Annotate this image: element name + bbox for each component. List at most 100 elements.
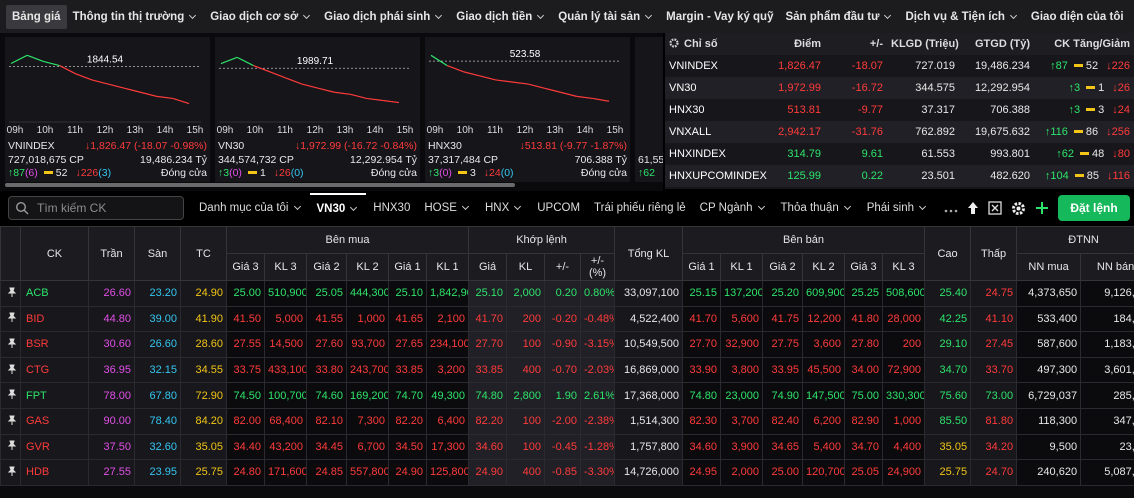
index-row[interactable]: HNX30 513.81 -9.77 37.317 706.388 ↑3 3 ↓24 <box>665 99 1134 121</box>
ask-vol-1: 3,900 <box>720 433 764 461</box>
stock-row[interactable]: GAS 90.00 78.40 84.20 82.00 68,400 82.10 7,300 8… <box>0 407 1134 435</box>
pin-cell[interactable] <box>0 459 21 486</box>
bid-vol-1: 2,100 <box>426 305 469 333</box>
chart-svg: 1989.71 09h 10h 11h 12h 13h 14h 15h <box>217 56 414 136</box>
ask-price-2: 33.95 <box>762 356 804 384</box>
pin-icon[interactable] <box>7 338 17 348</box>
index-header-label: Điểm <box>794 38 821 50</box>
stock-row[interactable]: BSR 30.60 26.60 28.60 27.55 14,500 27.60 93,700… <box>0 331 1134 358</box>
column-header: Tổng KL <box>614 226 684 281</box>
tab[interactable]: Trái phiếu riêng lẻ <box>587 193 693 223</box>
price-line <box>301 83 319 89</box>
symbol: HDB <box>20 459 89 486</box>
ask-vol-3: 24,900 <box>882 459 926 486</box>
excel-icon[interactable] <box>988 201 1002 215</box>
price-line <box>382 99 400 104</box>
change-pct: -2.03% <box>579 356 616 384</box>
bid-vol-1: 1,842,900 <box>426 280 469 307</box>
add-icon[interactable] <box>1035 201 1049 215</box>
ask-vol-1: 137,200 <box>720 280 764 307</box>
index-row[interactable]: HNXUPCOMINDEX 125.99 0.22 23.501 482.620 ↑104… <box>665 165 1134 187</box>
time-label: 13h <box>337 125 354 136</box>
ask-price-1: 25.15 <box>682 280 722 307</box>
index-row[interactable]: VN30 1,972.99 -16.72 344.575 12,292.954 ↑3 1 ↓2… <box>665 77 1134 99</box>
stock-row[interactable]: CTG 36.95 32.15 34.55 33.75 433,100 33.80 243,7… <box>0 356 1134 384</box>
pin-cell[interactable] <box>0 305 21 333</box>
stock-row[interactable]: HDB 27.55 23.95 25.75 24.80 171,600 24.85 557,8… <box>0 459 1134 486</box>
tab[interactable]: Phái sinh <box>860 193 935 223</box>
pin-icon[interactable] <box>7 415 17 425</box>
pin-cell[interactable] <box>0 356 21 384</box>
order-button[interactable]: Đặt lệnh <box>1058 195 1130 221</box>
bid-vol-2: 7,300 <box>346 407 389 435</box>
tab[interactable]: Danh mục của tôi <box>192 193 310 223</box>
breadth: ↑3(0) 1 ↓26(0) <box>218 167 304 179</box>
bid-price-3: 25.00 <box>226 280 265 307</box>
index-row[interactable]: HNXINDEX 314.79 9.61 61.553 993.801 ↑62 48 ↓80 <box>665 143 1134 165</box>
bid-vol-3: 510,900 <box>264 280 307 307</box>
tab[interactable]: UPCOM <box>530 193 587 223</box>
bid-price-2: 82.10 <box>306 407 347 435</box>
bid-vol-3: 68,400 <box>264 407 307 435</box>
stock-row[interactable]: FPT 78.00 67.80 72.90 74.50 100,700 74.60 169,2… <box>0 382 1134 409</box>
nav-item[interactable]: Giao dịch phái sinh <box>318 5 450 29</box>
stock-row[interactable]: ACB 26.60 23.20 24.90 25.00 510,900 25.05 444,3… <box>0 280 1134 307</box>
nav-item[interactable]: Bảng giá <box>6 4 67 29</box>
tab[interactable]: Thỏa thuận <box>774 193 860 223</box>
price-line <box>107 83 125 89</box>
high: 25.75 <box>924 459 972 486</box>
pin-cell[interactable] <box>0 407 21 435</box>
bid-price-1: 41.65 <box>388 305 427 333</box>
settings-icon[interactable] <box>1011 201 1026 216</box>
index-row[interactable]: VNXALL 2,942.17 -31.76 762.892 19,675.632 ↑11… <box>665 121 1134 143</box>
nav-item[interactable]: Giao dịch cơ sở <box>204 5 318 29</box>
match-vol: 100 <box>506 407 545 435</box>
search-icon <box>15 201 29 215</box>
search-box[interactable]: Tìm kiếm CK <box>8 196 184 220</box>
pin-icon[interactable] <box>7 364 17 374</box>
column-header: Giá 1 <box>682 253 722 281</box>
price-line <box>495 79 512 83</box>
nav-label: Sản phẩm đầu tư <box>785 10 880 23</box>
nav-item[interactable]: Giao dịch tiền <box>450 5 552 29</box>
tab[interactable]: CP Ngành <box>693 193 774 223</box>
stock-row[interactable]: BID 44.80 39.00 41.90 41.50 5,000 41.55 1,000 41… <box>0 305 1134 333</box>
tab[interactable]: HNX30 <box>366 193 417 223</box>
chart-svg <box>635 37 663 137</box>
nav-item[interactable]: Thông tin thị trường <box>67 5 205 29</box>
pin-icon[interactable] <box>7 466 17 476</box>
nav-label: Dịch vụ & Tiện ích <box>905 10 1005 23</box>
tab[interactable]: VN30 <box>309 193 367 223</box>
pin-cell[interactable] <box>0 280 21 307</box>
board-header-row: CK Trần Sàn TC Bên mua Khớp lệnh Tổng KL Bên bá… <box>0 226 1134 281</box>
chevron <box>514 202 522 211</box>
change-pct: -0.48% <box>579 305 616 333</box>
index-row[interactable]: VNINDEX 1,826.47 -18.07 727.019 19,486.234 ↑8… <box>665 55 1134 77</box>
floor: 39.00 <box>134 305 181 333</box>
stock-row[interactable]: GVR 37.50 32.60 35.05 34.40 43,200 34.45 6,700 3… <box>0 433 1134 461</box>
pin-cell[interactable] <box>0 382 21 409</box>
foreign-buy: 497,300 <box>1016 356 1082 384</box>
nav-item[interactable]: Giao diện của tôi <box>1025 5 1130 29</box>
symbol: BSR <box>20 331 89 358</box>
nav-item[interactable]: Sản phẩm đầu tư <box>779 5 899 29</box>
tab[interactable]: HNX <box>478 193 530 223</box>
top-icon[interactable] <box>967 201 979 215</box>
pin-icon[interactable] <box>7 389 17 400</box>
tab[interactable]: HOSE <box>417 193 478 223</box>
pin-cell[interactable] <box>0 331 21 358</box>
panel-name: VNINDEX <box>8 140 55 152</box>
pin-cell[interactable] <box>0 433 21 461</box>
bid-price-2: 74.60 <box>306 382 347 409</box>
bid-vol-1: 3,200 <box>426 356 469 384</box>
nav-item[interactable]: Dịch vụ & Tiện ích <box>899 5 1024 29</box>
nav-item[interactable]: Margin - Vay ký quỹ <box>660 5 779 29</box>
floor: 78.40 <box>134 407 181 435</box>
scrollbar[interactable] <box>5 183 515 187</box>
pin-icon[interactable] <box>7 312 17 323</box>
nav-item[interactable]: Quản lý tài sản <box>552 5 660 29</box>
more-icon[interactable] <box>944 200 958 216</box>
pin-icon[interactable] <box>7 440 17 451</box>
pin-icon[interactable] <box>7 287 17 297</box>
